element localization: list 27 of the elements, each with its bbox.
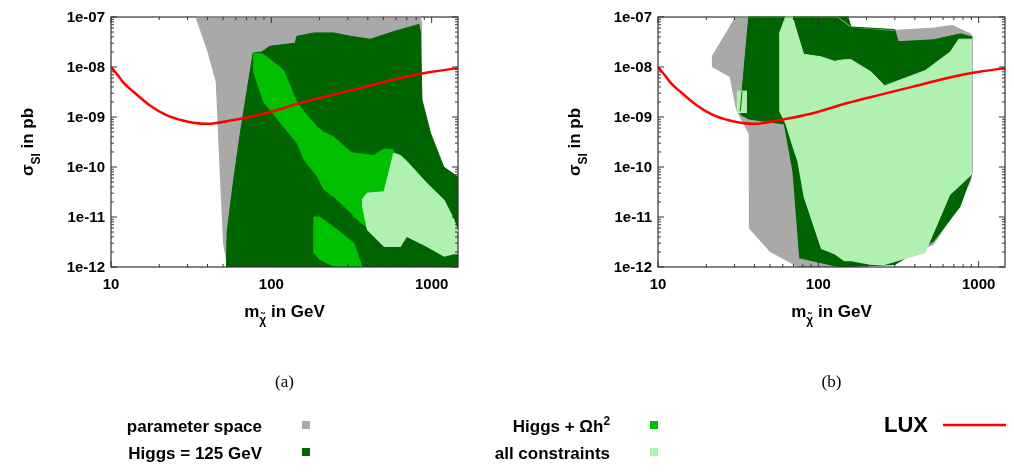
- y-tick-label: 1e-11: [614, 208, 652, 225]
- y-tick-label: 1e-12: [66, 258, 105, 275]
- y-tick-label: 1e-08: [613, 58, 652, 75]
- y-tick-label: 1e-09: [613, 108, 652, 125]
- y-tick-label: 1e-10: [613, 158, 652, 175]
- y-tick-label: 1e-07: [66, 8, 105, 25]
- y-tick-label: 1e-08: [66, 58, 105, 75]
- y-tick-label: 1e-09: [66, 108, 105, 125]
- legend-label: LUX: [884, 412, 929, 437]
- x-axis-title: m$_{χ̃}$ in GeV: [791, 302, 873, 327]
- x-tick-label: 10: [649, 275, 667, 292]
- x-tick-label: 10: [102, 275, 120, 292]
- y-tick-label: 1e-10: [66, 158, 105, 175]
- legend-label: all constraints: [494, 444, 610, 463]
- y-tick-label: 1e-11: [67, 208, 105, 225]
- x-tick-label: 1000: [414, 275, 449, 292]
- x-axis-title: m$_{χ̃}$ in GeV: [244, 302, 326, 327]
- legend-label: Higgs = 125 GeV: [128, 444, 263, 463]
- legend-label: Higgs + Ωh$^{2}$: [512, 414, 611, 436]
- x-tick-label: 100: [805, 275, 831, 292]
- x-tick-label: 100: [258, 275, 284, 292]
- legend-label: parameter space: [126, 417, 262, 436]
- y-tick-label: 1e-07: [613, 8, 652, 25]
- text: (b): [821, 372, 842, 391]
- text: (a): [275, 372, 294, 391]
- x-tick-label: 1000: [961, 275, 996, 292]
- y-tick-label: 1e-12: [613, 258, 652, 275]
